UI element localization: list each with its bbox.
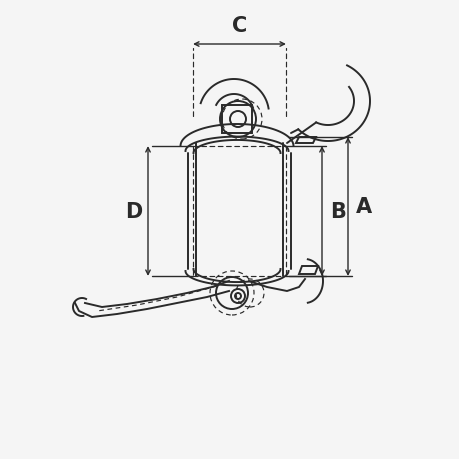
Bar xyxy=(222,106,252,134)
Text: B: B xyxy=(329,202,345,222)
Text: A: A xyxy=(355,197,371,217)
Text: D: D xyxy=(125,202,142,222)
Text: C: C xyxy=(231,16,246,36)
